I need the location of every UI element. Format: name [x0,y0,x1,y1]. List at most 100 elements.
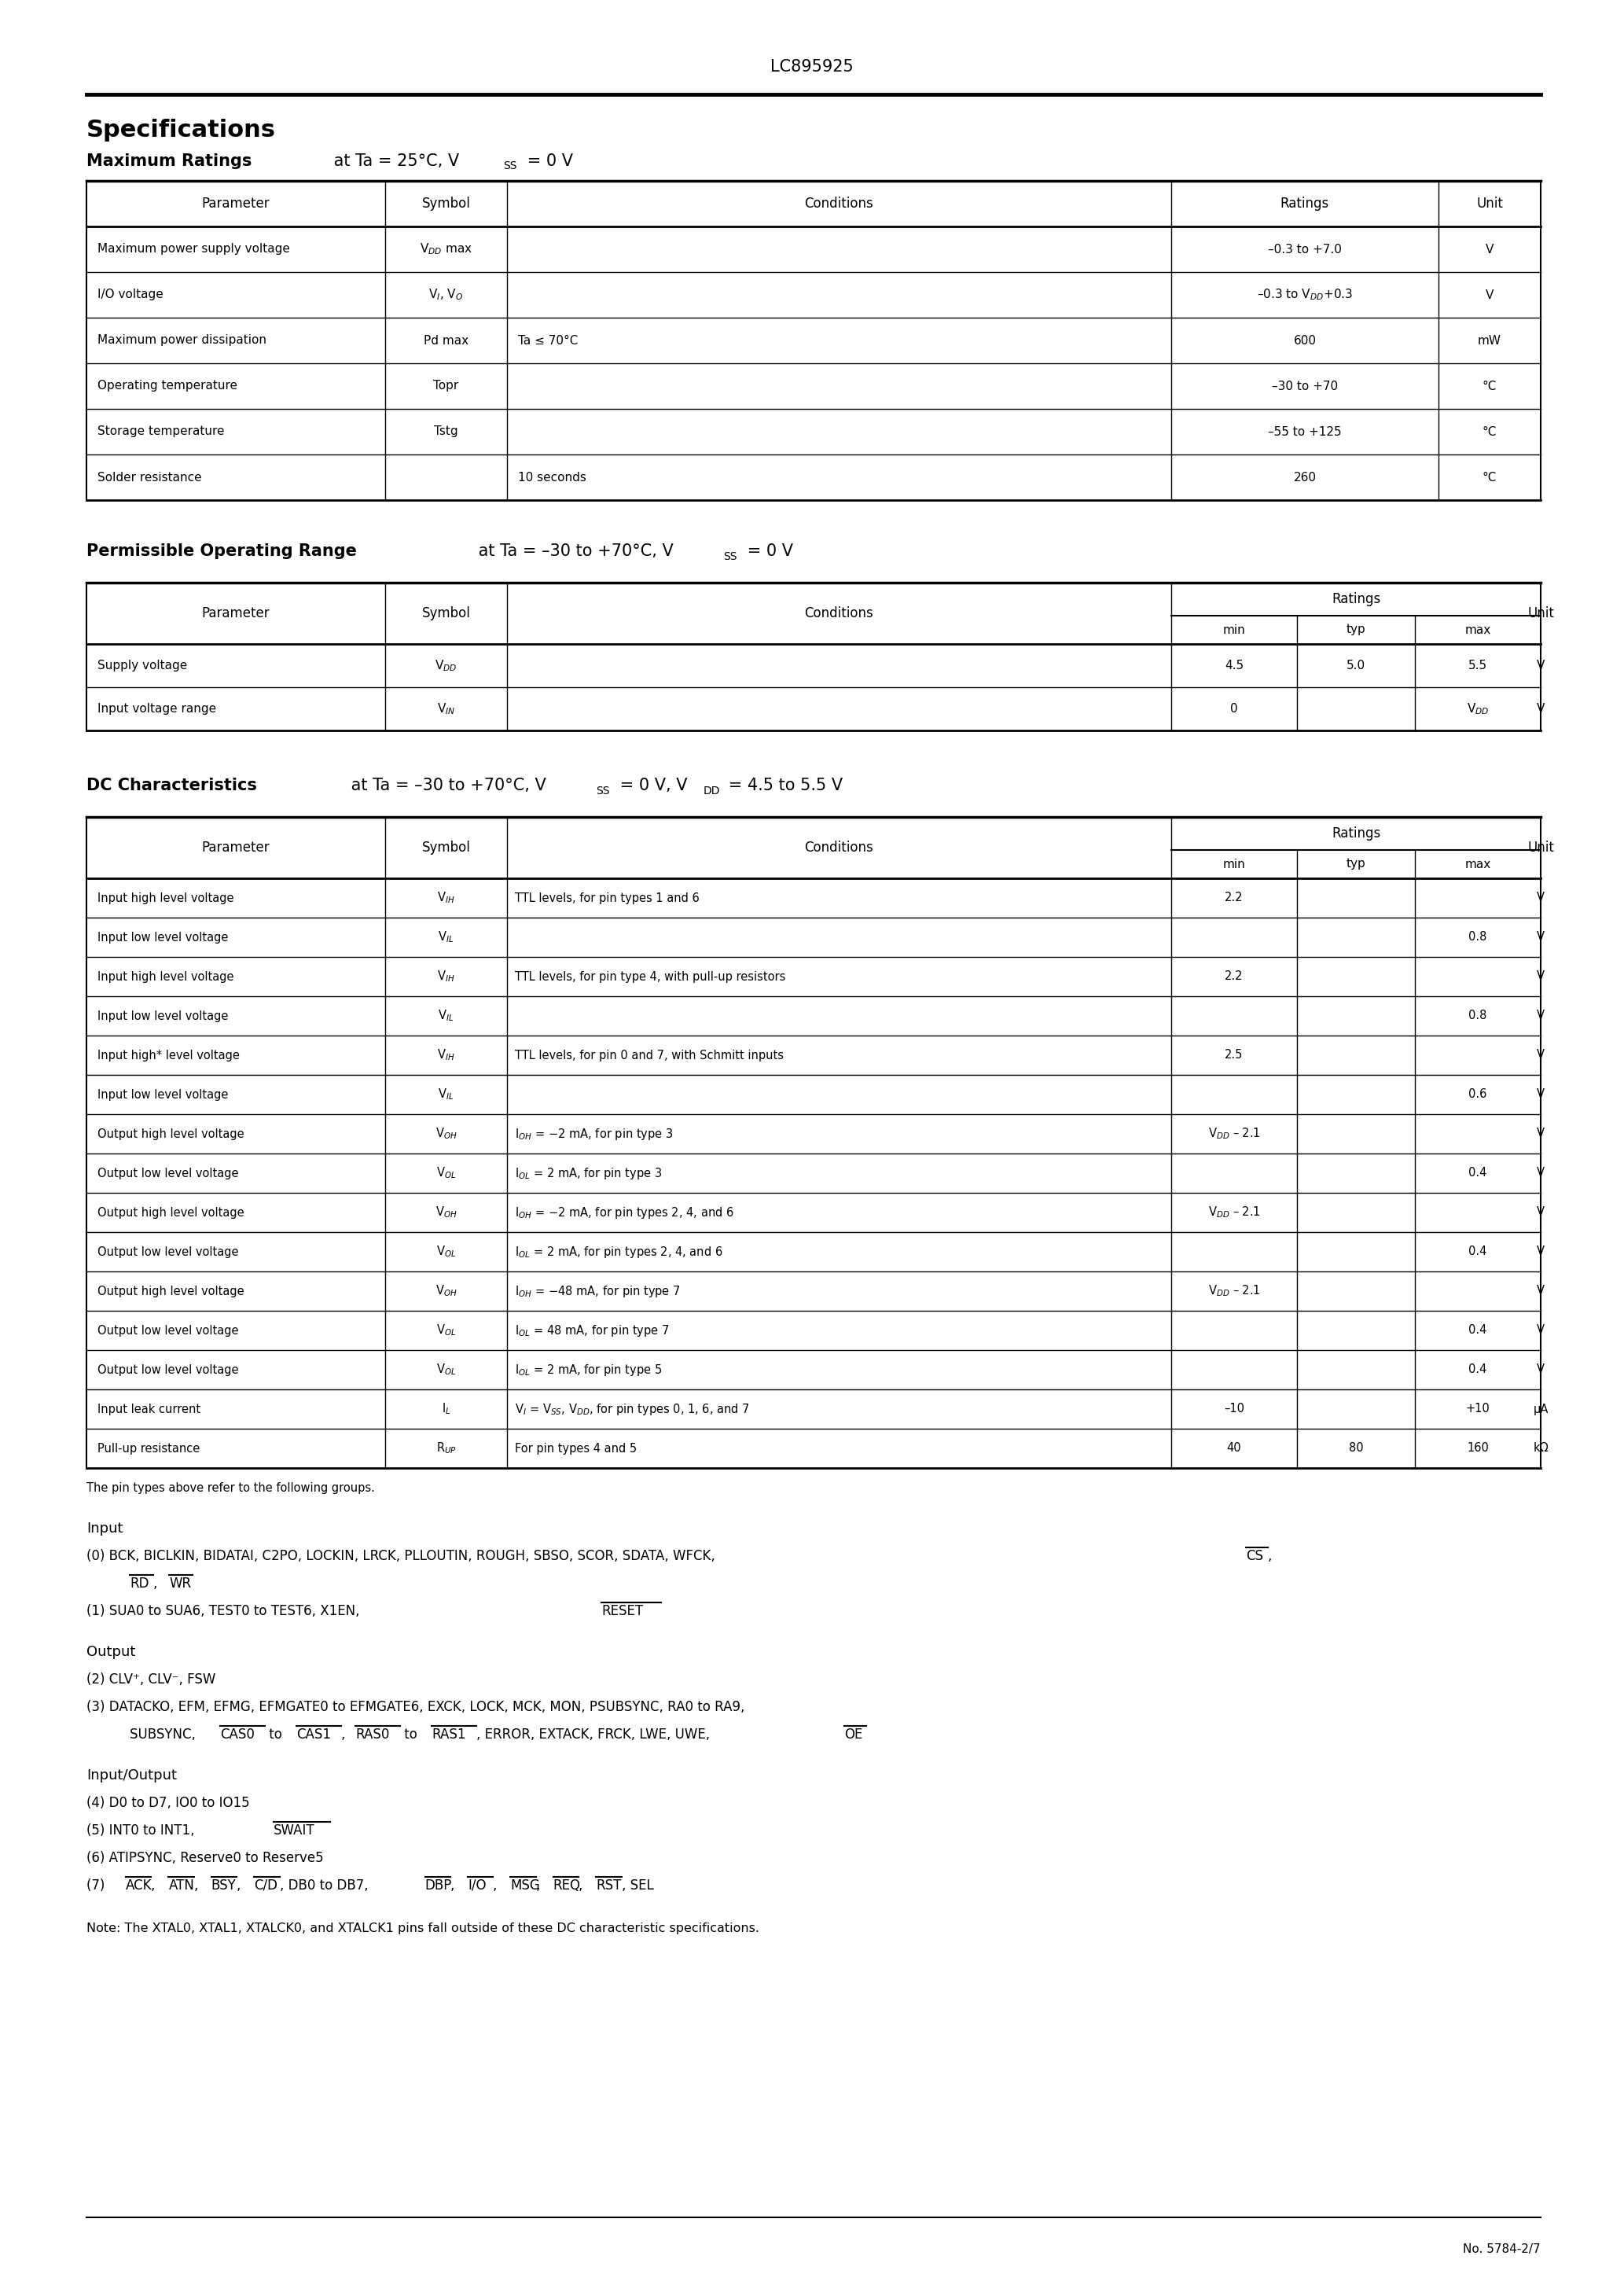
Text: V$_I$, V$_O$: V$_I$, V$_O$ [429,287,463,303]
Text: +10: +10 [1466,1403,1489,1414]
Text: V$_{OL}$: V$_{OL}$ [437,1322,456,1339]
Text: DC Characteristics: DC Characteristics [86,778,257,794]
Text: V$_{DD}$ – 2.1: V$_{DD}$ – 2.1 [1208,1205,1260,1219]
Text: ,: , [151,1878,159,1892]
Text: REQ: REQ [554,1878,581,1892]
Text: (1) SUA0 to SUA6, TEST0 to TEST6, X1EN,: (1) SUA0 to SUA6, TEST0 to TEST6, X1EN, [86,1605,364,1619]
Text: I$_{OL}$ = 48 mA, for pin type 7: I$_{OL}$ = 48 mA, for pin type 7 [515,1322,669,1339]
Text: V: V [1536,1208,1544,1219]
Text: Maximum Ratings: Maximum Ratings [86,154,252,170]
Text: Input low level voltage: Input low level voltage [97,1088,229,1100]
Text: = 4.5 to 5.5 V: = 4.5 to 5.5 V [723,778,843,794]
Text: Maximum power dissipation: Maximum power dissipation [97,335,266,347]
Text: (5) INT0 to INT1,: (5) INT0 to INT1, [86,1823,198,1837]
Text: = 0 V, V: = 0 V, V [615,778,687,794]
Text: V: V [1536,659,1544,670]
Text: DBP: DBP [425,1878,451,1892]
Text: 0.4: 0.4 [1468,1166,1488,1180]
Text: V: V [1536,1088,1544,1100]
Text: 10 seconds: 10 seconds [518,471,586,482]
Text: I$_{OH}$ = −48 mA, for pin type 7: I$_{OH}$ = −48 mA, for pin type 7 [515,1283,680,1300]
Text: V$_{IL}$: V$_{IL}$ [438,1088,455,1102]
Text: 80: 80 [1348,1442,1363,1453]
Text: ,: , [193,1878,203,1892]
Text: Pull-up resistance: Pull-up resistance [97,1442,200,1453]
Text: Ratings: Ratings [1280,197,1330,211]
Text: RAS0: RAS0 [356,1727,390,1743]
Text: SS: SS [503,161,516,172]
Text: V$_{DD}$ – 2.1: V$_{DD}$ – 2.1 [1208,1127,1260,1141]
Text: Specifications: Specifications [86,119,276,140]
Text: 160: 160 [1466,1442,1489,1453]
Text: 40: 40 [1226,1442,1241,1453]
Text: (0) BCK, BICLKIN, BIDATAI, C2PO, LOCKIN, LRCK, PLLOUTIN, ROUGH, SBSO, SCOR, SDAT: (0) BCK, BICLKIN, BIDATAI, C2PO, LOCKIN,… [86,1550,719,1564]
Text: V: V [1536,1247,1544,1258]
Text: (4) D0 to D7, IO0 to IO15: (4) D0 to D7, IO0 to IO15 [86,1795,250,1809]
Text: –30 to +70: –30 to +70 [1272,381,1338,393]
Text: 0.8: 0.8 [1468,932,1488,944]
Text: Output low level voltage: Output low level voltage [97,1166,239,1180]
Text: Output low level voltage: Output low level voltage [97,1247,239,1258]
Text: V$_{IH}$: V$_{IH}$ [437,969,455,985]
Text: at Ta = 25°C, V: at Ta = 25°C, V [328,154,460,170]
Text: ,: , [341,1727,349,1743]
Text: = 0 V: = 0 V [742,544,793,558]
Text: V$_{OL}$: V$_{OL}$ [437,1244,456,1258]
Text: I/O: I/O [468,1878,486,1892]
Text: V$_{IH}$: V$_{IH}$ [437,891,455,905]
Text: Output high level voltage: Output high level voltage [97,1286,244,1297]
Text: 0.8: 0.8 [1468,1010,1488,1022]
Text: –0.3 to +7.0: –0.3 to +7.0 [1268,243,1341,255]
Text: (3) DATACKO, EFM, EFMG, EFMGATE0 to EFMGATE6, EXCK, LOCK, MCK, MON, PSUBSYNC, RA: (3) DATACKO, EFM, EFMG, EFMGATE0 to EFMG… [86,1699,745,1715]
Text: Permissible Operating Range: Permissible Operating Range [86,544,357,558]
Text: Conditions: Conditions [804,606,874,620]
Text: I$_{OL}$ = 2 mA, for pin type 5: I$_{OL}$ = 2 mA, for pin type 5 [515,1362,663,1378]
Text: mW: mW [1478,335,1501,347]
Text: OE: OE [844,1727,862,1743]
Text: 0: 0 [1231,703,1237,714]
Text: typ: typ [1346,625,1366,636]
Text: I$_{OL}$ = 2 mA, for pin type 3: I$_{OL}$ = 2 mA, for pin type 3 [515,1166,663,1180]
Text: Symbol: Symbol [422,606,471,620]
Text: Topr: Topr [434,381,458,393]
Text: at Ta = –30 to +70°C, V: at Ta = –30 to +70°C, V [473,544,674,558]
Text: = 0 V: = 0 V [521,154,573,170]
Text: Input/Output: Input/Output [86,1768,177,1782]
Text: Input voltage range: Input voltage range [97,703,216,714]
Text: Parameter: Parameter [201,197,270,211]
Text: No. 5784-2/7: No. 5784-2/7 [1463,2243,1541,2255]
Text: CAS1: CAS1 [296,1727,331,1743]
Text: V$_{OH}$: V$_{OH}$ [435,1283,456,1300]
Text: V$_{IH}$: V$_{IH}$ [437,1047,455,1063]
Text: max: max [1465,625,1491,636]
Text: V$_{OL}$: V$_{OL}$ [437,1166,456,1180]
Text: ATN: ATN [169,1878,195,1892]
Text: RAS1: RAS1 [432,1727,466,1743]
Text: DD: DD [703,785,721,797]
Text: Output low level voltage: Output low level voltage [97,1325,239,1336]
Text: –10: –10 [1224,1403,1244,1414]
Text: 0.4: 0.4 [1468,1364,1488,1375]
Text: V: V [1536,703,1544,714]
Text: Note: The XTAL0, XTAL1, XTALCK0, and XTALCK1 pins fall outside of these DC chara: Note: The XTAL0, XTAL1, XTALCK0, and XTA… [86,1924,760,1936]
Text: Ratings: Ratings [1332,592,1380,606]
Text: WR: WR [169,1577,192,1591]
Text: CAS0: CAS0 [221,1727,255,1743]
Text: V: V [1536,1166,1544,1180]
Text: I$_{OH}$ = −2 mA, for pin type 3: I$_{OH}$ = −2 mA, for pin type 3 [515,1127,672,1141]
Text: 4.5: 4.5 [1224,659,1244,670]
Text: ,: , [536,1878,544,1892]
Text: Output: Output [86,1644,135,1660]
Text: V: V [1536,1010,1544,1022]
Text: R$_{UP}$: R$_{UP}$ [435,1442,456,1456]
Text: 0.4: 0.4 [1468,1325,1488,1336]
Text: Storage temperature: Storage temperature [97,425,224,439]
Text: Ratings: Ratings [1332,827,1380,840]
Text: ,: , [494,1878,502,1892]
Text: 5.5: 5.5 [1468,659,1488,670]
Text: SS: SS [723,551,737,563]
Text: at Ta = –30 to +70°C, V: at Ta = –30 to +70°C, V [346,778,546,794]
Text: 2.2: 2.2 [1224,893,1244,905]
Text: RST: RST [596,1878,622,1892]
Text: ,: , [1268,1550,1272,1564]
